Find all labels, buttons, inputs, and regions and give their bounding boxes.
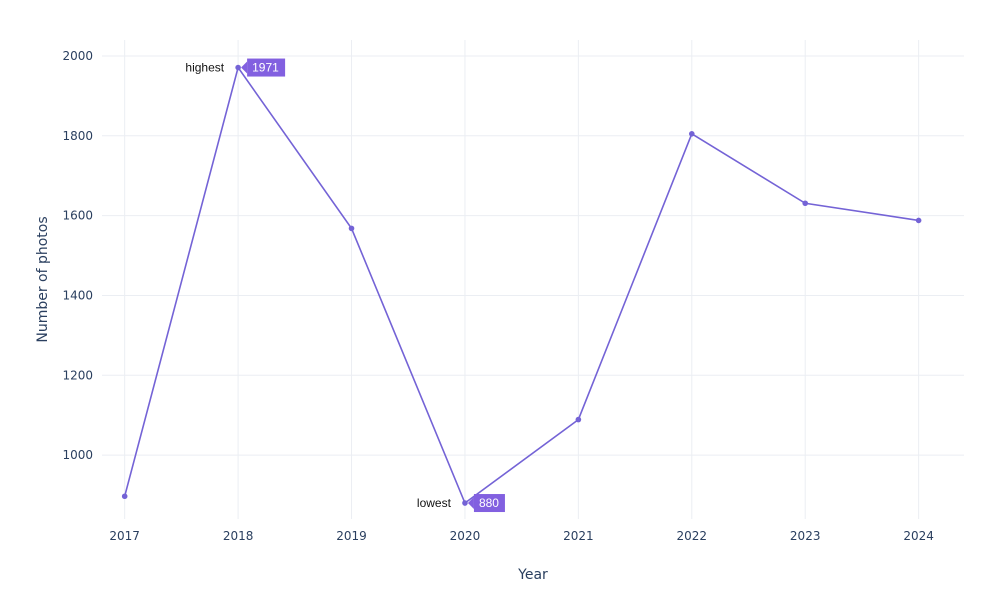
x-tick-label: 2019	[336, 529, 367, 543]
y-tick-label: 2000	[62, 49, 93, 63]
data-point	[348, 225, 355, 232]
annotation-label: lowest	[417, 496, 452, 510]
annotation-pointer	[467, 497, 474, 510]
x-tick-label: 2017	[109, 529, 140, 543]
x-axis-title: Year	[517, 567, 548, 583]
y-tick-label: 1200	[62, 368, 93, 382]
x-tick-label: 2020	[450, 529, 481, 543]
y-tick-label: 1600	[62, 209, 93, 223]
y-tick-label: 1800	[62, 129, 93, 143]
annotation-value: 880	[479, 496, 499, 510]
x-tick-label: 2022	[677, 529, 708, 543]
y-tick-label: 1000	[62, 448, 93, 462]
series-line	[123, 65, 919, 505]
annotation-label: highest	[185, 61, 224, 75]
x-tick-label: 2024	[903, 529, 934, 543]
annotation-badge	[473, 494, 505, 513]
x-tick-label: 2018	[223, 529, 254, 543]
annotation-badge	[247, 58, 286, 77]
annotation-value: 1971	[252, 61, 279, 75]
y-tick-label: 1400	[62, 288, 93, 302]
data-point	[802, 200, 809, 207]
data-point	[121, 493, 128, 500]
x-tick-label: 2023	[790, 529, 821, 543]
y-axis-title: Number of photos	[35, 216, 51, 342]
x-tick-label: 2021	[563, 529, 594, 543]
data-point	[688, 131, 695, 137]
data-point	[915, 217, 922, 224]
data-point	[462, 500, 468, 506]
data-point	[235, 64, 241, 71]
annotation-pointer	[241, 61, 248, 74]
data-point	[575, 416, 582, 423]
